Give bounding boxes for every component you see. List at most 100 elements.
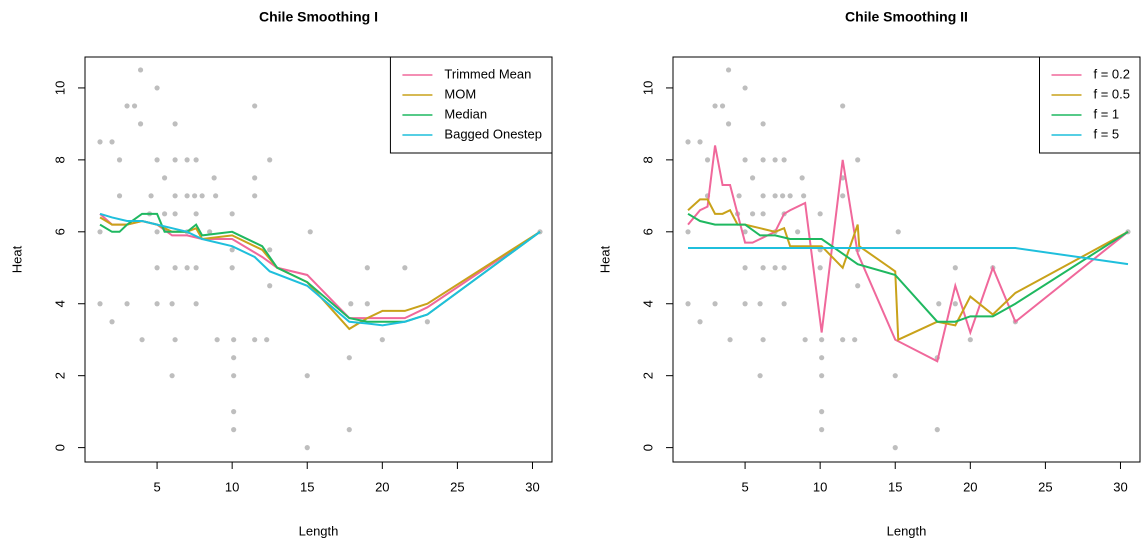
legend-label: f = 0.5	[1094, 86, 1131, 101]
point	[229, 265, 235, 271]
x-tick-label: 15	[300, 479, 314, 494]
point	[116, 193, 123, 199]
point	[109, 319, 115, 325]
point	[109, 139, 115, 145]
y-tick-label: 10	[52, 81, 67, 95]
point	[952, 265, 958, 271]
point	[719, 103, 726, 109]
point	[116, 157, 123, 163]
y-tick-label: 0	[640, 444, 655, 451]
point	[780, 193, 786, 199]
point	[172, 337, 178, 343]
point	[229, 247, 235, 253]
point	[193, 301, 199, 307]
point	[192, 193, 198, 199]
point	[685, 301, 691, 307]
point	[172, 157, 178, 163]
point	[304, 373, 310, 379]
point	[231, 373, 237, 379]
y-tick-label: 2	[640, 372, 655, 379]
point	[124, 103, 130, 109]
point	[787, 193, 793, 199]
line	[99, 212, 541, 327]
point	[936, 301, 942, 307]
point	[772, 157, 778, 163]
point	[725, 67, 732, 73]
point	[184, 193, 190, 199]
point	[802, 337, 808, 343]
point	[685, 139, 691, 145]
point	[169, 301, 175, 307]
x-tick-label: 30	[525, 479, 539, 494]
point	[697, 139, 703, 145]
x-axis-title: Length	[887, 523, 927, 538]
point	[124, 301, 130, 307]
point	[712, 301, 718, 307]
x-tick-label: 5	[741, 479, 748, 494]
point	[697, 319, 703, 325]
line	[688, 246, 1129, 266]
point	[267, 157, 273, 163]
line	[687, 198, 1129, 342]
point	[139, 337, 145, 343]
y-tick-label: 8	[52, 156, 67, 163]
x-tick-label: 10	[225, 479, 239, 494]
point	[172, 193, 178, 199]
legend-label: f = 0.2	[1094, 66, 1131, 81]
line	[687, 212, 1129, 323]
point	[172, 265, 178, 271]
point	[348, 301, 354, 307]
point	[819, 355, 825, 361]
point	[267, 247, 273, 253]
y-axis-title: Heat	[597, 245, 612, 273]
legend-box	[1039, 56, 1141, 154]
line	[687, 145, 1129, 363]
point	[346, 427, 352, 433]
y-tick-label: 4	[52, 300, 67, 307]
point	[892, 373, 898, 379]
y-axis-title: Heat	[9, 245, 24, 273]
point	[148, 193, 154, 199]
legend-label: Bagged Onestep	[444, 126, 542, 141]
point	[97, 139, 103, 145]
x-tick-label: 5	[153, 479, 160, 494]
point	[97, 229, 103, 235]
point	[346, 355, 352, 361]
point	[727, 337, 733, 343]
point	[154, 85, 160, 91]
point	[781, 301, 787, 307]
point	[184, 157, 190, 163]
point	[819, 427, 825, 433]
point	[193, 157, 199, 163]
point	[154, 301, 160, 307]
x-tick-label: 20	[963, 479, 977, 494]
point	[161, 175, 168, 181]
x-tick-label: 30	[1113, 479, 1127, 494]
point	[819, 337, 825, 343]
point	[742, 301, 748, 307]
point	[725, 121, 732, 127]
x-tick-label: 10	[813, 479, 827, 494]
y-tick-label: 8	[640, 156, 655, 163]
y-tick-label: 0	[52, 444, 67, 451]
point	[760, 121, 766, 127]
panel: Chile Smoothing I Length Heat 5 10 15 20 25 30 0 2…	[9, 9, 553, 538]
point	[895, 229, 901, 235]
point	[193, 265, 199, 271]
point	[781, 265, 787, 271]
point	[742, 157, 748, 163]
point	[742, 265, 748, 271]
point	[760, 337, 766, 343]
plot-box	[672, 56, 1141, 463]
point	[855, 157, 861, 163]
point	[840, 103, 846, 109]
point	[967, 337, 973, 343]
point	[97, 301, 103, 307]
x-tick-label: 20	[375, 479, 389, 494]
y-tick-label: 4	[640, 300, 655, 307]
point	[772, 265, 778, 271]
panel: Chile Smoothing II Length Heat 5 10 15 20 25 30 0…	[597, 9, 1141, 538]
y-tick-label: 2	[52, 372, 67, 379]
point	[817, 211, 823, 217]
